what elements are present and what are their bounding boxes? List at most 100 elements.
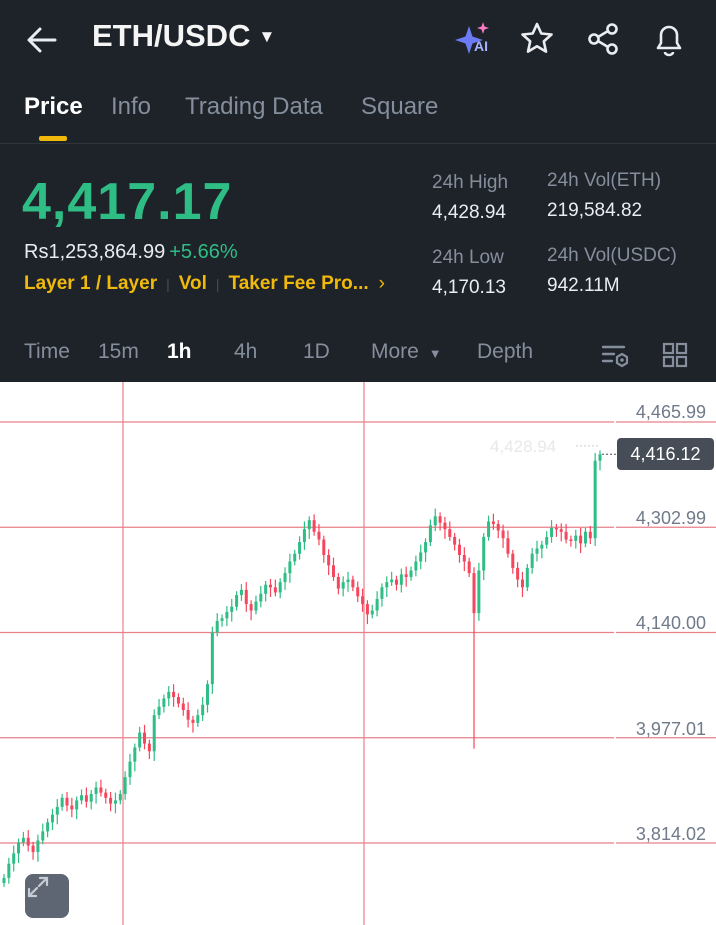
- chevron-right-icon: ›: [378, 273, 385, 294]
- vol-usdc-label: 24h Vol(USDC): [547, 245, 677, 266]
- candle: [424, 542, 428, 553]
- chevron-down-icon: ▼: [258, 27, 276, 46]
- interval-bar: Time 15m 1h 4h 1D More ▼ Depth: [0, 330, 716, 382]
- candle: [419, 552, 423, 562]
- y-tick-label: 4,302.99: [635, 508, 706, 528]
- candle: [99, 787, 103, 793]
- y-tick-label: 4,465.99: [635, 402, 706, 422]
- candle: [109, 797, 113, 804]
- candle: [375, 598, 379, 611]
- candle: [385, 582, 389, 588]
- candle: [84, 795, 88, 802]
- interval-1d[interactable]: 1D: [303, 340, 330, 363]
- candle: [123, 777, 127, 794]
- back-arrow-icon[interactable]: [22, 20, 62, 60]
- candle: [210, 632, 214, 685]
- chart-settings-icon[interactable]: [598, 338, 632, 372]
- candle: [26, 837, 30, 846]
- candle: [462, 555, 466, 562]
- tag-taker-fee[interactable]: Taker Fee Pro...: [228, 273, 369, 294]
- tag-row[interactable]: Layer 1 / Layer | Vol | Taker Fee Pro...…: [24, 273, 385, 295]
- interval-1h[interactable]: 1h: [167, 340, 192, 363]
- candlestick-chart[interactable]: [0, 382, 716, 925]
- candle: [312, 520, 316, 532]
- candle: [220, 618, 224, 621]
- ai-sparkle-icon[interactable]: AI: [452, 18, 496, 62]
- candle: [278, 582, 282, 593]
- candle: [17, 842, 21, 854]
- expand-chart-button[interactable]: [25, 874, 69, 918]
- candle: [501, 530, 505, 539]
- candle: [21, 837, 25, 843]
- candle: [351, 579, 355, 588]
- candle: [365, 604, 369, 615]
- candle: [31, 845, 35, 853]
- active-tab-indicator: [39, 136, 67, 141]
- candle: [390, 579, 394, 583]
- candle: [453, 536, 457, 545]
- interval-more[interactable]: More ▼: [371, 340, 442, 364]
- candle: [409, 570, 413, 577]
- candle: [288, 561, 292, 574]
- candle: [569, 539, 573, 542]
- candle: [181, 703, 185, 710]
- candle: [46, 822, 50, 832]
- expand-icon: [27, 876, 49, 898]
- star-icon[interactable]: [516, 18, 558, 60]
- candle: [317, 531, 321, 540]
- tab-square[interactable]: Square: [361, 93, 439, 120]
- candle: [564, 531, 568, 540]
- y-tick-label: 3,814.02: [635, 824, 706, 844]
- candle: [94, 787, 98, 794]
- candle: [579, 535, 583, 544]
- candle: [487, 521, 491, 537]
- interval-time[interactable]: Time: [24, 340, 70, 363]
- pair-selector[interactable]: ETH/USDC ▼: [92, 18, 275, 54]
- interval-depth[interactable]: Depth: [477, 340, 534, 363]
- share-icon[interactable]: [582, 18, 624, 60]
- low-value: 4,170.13: [432, 277, 506, 298]
- bell-icon[interactable]: [648, 18, 690, 60]
- candle: [70, 805, 74, 810]
- candle: [298, 542, 302, 554]
- candle: [152, 715, 156, 752]
- tab-trading-data[interactable]: Trading Data: [185, 93, 323, 120]
- candle: [128, 761, 132, 778]
- grid-layout-icon[interactable]: [658, 338, 692, 372]
- candle: [370, 610, 374, 615]
- candle: [293, 553, 297, 562]
- candle: [506, 538, 510, 554]
- candle: [60, 797, 64, 807]
- vol-eth-label: 24h Vol(ETH): [547, 170, 662, 191]
- candle: [361, 596, 365, 605]
- candle: [36, 840, 40, 853]
- candle: [574, 535, 578, 541]
- vol-usdc-value: 942.11M: [547, 275, 620, 296]
- candle: [264, 584, 268, 594]
- tab-price[interactable]: Price: [24, 93, 83, 120]
- candle: [457, 544, 461, 556]
- candle: [254, 601, 258, 611]
- candle: [244, 589, 248, 605]
- price-chart[interactable]: 4,465.99 4,302.99 4,140.00 3,977.01 3,81…: [0, 382, 716, 925]
- main-tabs: Price Info Trading Data Square: [0, 78, 716, 144]
- candle: [583, 531, 587, 544]
- candle: [104, 792, 108, 798]
- divider: |: [166, 276, 170, 292]
- candle: [269, 584, 273, 588]
- candle: [448, 529, 452, 537]
- candle: [230, 606, 234, 612]
- tab-info[interactable]: Info: [111, 93, 152, 120]
- tag-vol[interactable]: Vol: [178, 273, 207, 294]
- price-local-row: Rs1,253,864.99 +5.66%: [24, 241, 238, 264]
- local-price: Rs1,253,864.99: [24, 241, 166, 263]
- interval-15m[interactable]: 15m: [98, 340, 139, 363]
- candle: [172, 691, 176, 698]
- candle: [540, 544, 544, 549]
- interval-4h[interactable]: 4h: [234, 340, 258, 363]
- chevron-down-icon: ▼: [428, 346, 442, 361]
- tag-category[interactable]: Layer 1 / Layer: [24, 273, 158, 294]
- interval-more-label: More: [371, 340, 419, 363]
- candle: [138, 732, 142, 748]
